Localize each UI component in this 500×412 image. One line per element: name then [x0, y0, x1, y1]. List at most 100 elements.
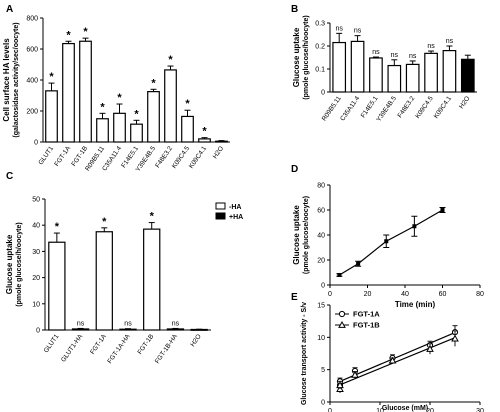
panel-d-data-point — [337, 273, 342, 277]
panel-c-annotation: ns — [124, 321, 132, 328]
panel-b-y-tick-label: 0.2 — [315, 44, 325, 51]
panel-a-annotation: * — [168, 54, 173, 66]
panel-a-bar — [79, 40, 92, 143]
panel-c-x-tick-label: FGT-1A — [89, 333, 108, 356]
panel-a-annotation: * — [49, 71, 54, 83]
panel-b-x-tick-label: K09C4.1 — [433, 95, 453, 120]
panel-a-annotation: * — [66, 29, 71, 41]
panel-c-legend-swatch — [215, 212, 226, 220]
panel-d-xlabel: Time (min) — [395, 300, 436, 309]
panel-c-legend-swatch — [215, 202, 226, 210]
panel-b-x-tick-label: H2O — [458, 95, 471, 110]
panel-b-bar — [405, 63, 420, 93]
panel-letter-a: A — [6, 4, 13, 15]
panel-a-y-tick-label: 600 — [26, 47, 38, 54]
panel-e-y-tick-label: 10 — [317, 335, 325, 342]
panel-b-bar — [460, 58, 475, 93]
panel-e-legend-marker — [338, 310, 346, 318]
panel-d-y-tick-label: 60 — [317, 208, 325, 215]
panel-b-ylabel: Glucose uptake — [292, 27, 301, 87]
panel-d-y-tick-label: 80 — [317, 183, 325, 190]
panel-b-annotation: ns — [335, 25, 343, 32]
panel-d-data-point — [440, 208, 445, 212]
panel-d-x-tick-label: 80 — [476, 291, 484, 298]
panel-d-x-tick-label: 20 — [364, 291, 372, 298]
panel-c-bar — [48, 241, 66, 331]
panel-c-bar — [95, 231, 113, 331]
panel-a-bar — [96, 118, 109, 143]
panel-d-x-tick-label: 40 — [401, 291, 409, 298]
panel-a-ylabel-2: (galactosidase activity/sec/oocyte) — [13, 22, 20, 137]
panel-e-x-tick-label: 20 — [426, 408, 434, 412]
panel-b-bar — [424, 52, 438, 93]
panel-a-x-tick-label: H2O — [212, 145, 225, 160]
panel-c-annotation: ns — [172, 320, 180, 327]
panel-e-x-tick-label: 10 — [376, 408, 384, 412]
panel-b-annotation: ns — [446, 38, 454, 45]
panel-b-annotation: ns — [354, 28, 362, 35]
panel-a-bar — [215, 140, 228, 143]
panel-b-annotation: ns — [372, 49, 380, 56]
panel-a-annotation: * — [100, 101, 105, 113]
panel-b-bar — [332, 41, 347, 93]
panel-letter-d: D — [291, 164, 298, 175]
panel-c-legend-label: -HA — [229, 204, 241, 211]
panel-e-fit-line — [337, 337, 456, 387]
panel-b-annotation: ns — [427, 43, 435, 50]
panel-b-annotation: ns — [409, 53, 417, 60]
panel-e-data-point — [351, 370, 359, 378]
panel-b-bar — [369, 57, 383, 93]
panel-c-bar — [71, 328, 90, 331]
panel-a-bar — [113, 112, 126, 143]
panel-c-annotation: ns — [77, 320, 85, 327]
panel-b-ylabel-2: (pmole glucose/h/oocyte) — [303, 15, 310, 99]
panel-e-data-point — [388, 356, 397, 364]
panel-a-annotation: * — [202, 126, 207, 138]
panel-c-ylabel: Glucose uptake — [5, 234, 14, 294]
panel-b-bar — [387, 64, 402, 93]
panel-c-annotation: * — [150, 211, 155, 223]
panel-c-bar — [166, 328, 185, 331]
panel-e-ylabel: Glucose transport activity - S/v — [301, 302, 308, 405]
panel-c-bar — [143, 228, 161, 331]
panel-d-ylabel-2: (pmole glucose/oocyte) — [303, 196, 310, 274]
panel-e-legend-label: FGT-1A — [353, 310, 380, 319]
panel-e-x-tick-label: 0 — [328, 408, 332, 412]
panel-letter-b: B — [291, 4, 298, 15]
panel-e-legend-label: FGT-1B — [353, 321, 380, 330]
panel-a-x-tick-label: K09C4.1 — [188, 145, 208, 170]
panel-d-data-point — [356, 261, 361, 266]
panel-a-bar — [62, 42, 75, 143]
panel-e-data-point — [426, 344, 434, 352]
panel-e-xlabel: Glucose (mM) — [382, 405, 428, 412]
panel-b-y-tick-label: 0.1 — [315, 67, 325, 74]
panel-b-y-tick-label: 0 — [321, 90, 325, 97]
panel-c-y-tick-label: 0 — [36, 328, 40, 335]
panel-e-y-tick-label: 5 — [321, 367, 325, 374]
panel-d-x-tick-label: 60 — [439, 291, 447, 298]
panel-c-x-tick-label: FGT-1B-HA — [154, 333, 180, 365]
panel-e-x-tick-label: 30 — [476, 408, 484, 412]
panel-a-bar — [147, 91, 160, 143]
panel-d-y-tick-label: 0 — [321, 283, 325, 290]
panel-d-data-point — [384, 239, 389, 244]
panel-e-y-tick-label: 15 — [317, 303, 325, 310]
panel-c-annotation: * — [102, 216, 107, 228]
panel-d-ylabel: Glucose uptake — [292, 205, 301, 265]
panel-a-annotation: * — [185, 98, 190, 110]
panel-c-y-tick-label: 20 — [32, 275, 40, 282]
panel-a-bar — [164, 69, 177, 143]
panel-c-y-tick-label: 40 — [32, 223, 40, 230]
panel-a-annotation: * — [134, 108, 139, 120]
panel-a-annotation: * — [117, 92, 122, 104]
panel-d-series-line — [339, 209, 443, 276]
panel-letter-c: C — [6, 171, 13, 182]
panel-letter-e: E — [291, 292, 298, 303]
panel-c-x-tick-label: FGT-1B — [137, 333, 156, 356]
panel-c-ylabel-2: (pmole glucose/h/oocyte) — [16, 222, 23, 306]
panel-c-x-tick-label: FGT-1A-HA — [106, 333, 132, 365]
panel-a-annotation: * — [151, 77, 156, 89]
panel-a-y-tick-label: 800 — [26, 16, 38, 23]
panel-b-bar — [442, 49, 457, 93]
